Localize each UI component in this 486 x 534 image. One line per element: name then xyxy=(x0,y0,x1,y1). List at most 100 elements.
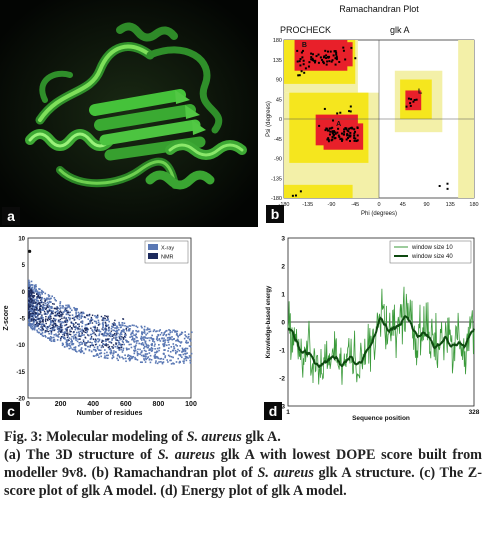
xray-point xyxy=(81,331,83,333)
xray-point xyxy=(59,329,62,332)
ramachandran-plot: Ramachandran Plot PROCHECK glk A B A L -180… xyxy=(266,4,479,217)
xray-point xyxy=(127,354,130,356)
xray-point xyxy=(149,348,151,350)
xray-point xyxy=(162,344,165,347)
nmr-point xyxy=(28,296,30,298)
nmr-point xyxy=(56,307,58,309)
nmr-point xyxy=(105,343,107,346)
xray-point xyxy=(104,349,106,351)
xray-point xyxy=(45,327,48,330)
residue-point xyxy=(331,136,334,139)
nmr-point xyxy=(28,295,31,297)
residue-point xyxy=(300,51,303,54)
xray-point xyxy=(183,358,186,360)
xray-point xyxy=(73,334,76,336)
xray-point xyxy=(132,330,134,332)
xray-point xyxy=(132,332,134,335)
nmr-point xyxy=(36,321,38,323)
xray-point xyxy=(184,349,187,352)
energy-y-tick-label: 3 xyxy=(281,236,285,243)
xray-point xyxy=(74,349,77,351)
xray-point xyxy=(117,359,119,362)
xray-point xyxy=(175,334,178,336)
xray-point xyxy=(118,349,121,351)
residue-point xyxy=(329,50,332,53)
xray-point xyxy=(79,312,81,315)
nmr-point xyxy=(46,330,48,332)
xray-point xyxy=(149,361,152,364)
xray-point xyxy=(102,334,105,336)
nmr-point xyxy=(54,320,57,322)
xray-point xyxy=(169,338,172,340)
nmr-point xyxy=(45,315,47,318)
nmr-point xyxy=(112,344,115,346)
xray-point xyxy=(142,331,144,334)
residue-point xyxy=(320,58,323,61)
residue-point xyxy=(337,134,340,137)
nmr-point xyxy=(39,309,41,311)
nmr-point xyxy=(77,327,79,330)
residue-point xyxy=(346,129,349,132)
xray-point xyxy=(40,326,43,328)
xray-point xyxy=(32,314,35,316)
nmr-point xyxy=(31,305,33,307)
xray-point xyxy=(175,331,178,333)
nmr-point xyxy=(105,315,108,318)
nmr-point xyxy=(114,319,116,322)
xray-point xyxy=(87,334,90,337)
nmr-point xyxy=(124,332,127,335)
nmr-point xyxy=(31,315,33,318)
zscore-legend: X-ray NMR xyxy=(144,240,189,264)
xray-point xyxy=(37,313,39,316)
xray-point xyxy=(55,313,58,316)
figure-caption: Fig. 3: Molecular modeling of S. aureus … xyxy=(4,428,482,500)
xray-point xyxy=(184,357,187,360)
xray-point xyxy=(40,316,43,318)
xray-point xyxy=(134,334,137,337)
nmr-point xyxy=(101,341,103,343)
xray-point xyxy=(44,292,47,295)
xray-point xyxy=(32,311,35,314)
nmr-point xyxy=(30,292,32,294)
nmr-point xyxy=(54,315,57,317)
nmr-point xyxy=(46,304,49,306)
xray-point xyxy=(125,347,128,350)
xray-point xyxy=(69,311,71,314)
residue-point xyxy=(322,60,325,63)
nmr-point xyxy=(34,311,36,314)
nmr-point xyxy=(100,315,103,318)
nmr-point xyxy=(31,296,34,298)
nmr-point xyxy=(58,333,60,335)
xray-point xyxy=(158,349,160,352)
xray-point xyxy=(114,327,116,329)
nmr-point xyxy=(104,315,106,317)
xray-point xyxy=(96,347,99,350)
xray-point xyxy=(49,335,52,338)
nmr-point xyxy=(41,326,44,328)
xray-point xyxy=(72,336,75,338)
legend-label: window size 40 xyxy=(411,254,453,260)
nmr-point xyxy=(36,306,38,309)
residue-point xyxy=(330,139,333,142)
residue-point xyxy=(333,131,336,134)
residue-point xyxy=(342,49,345,52)
xray-point xyxy=(122,328,125,331)
xray-point xyxy=(98,349,101,352)
nmr-point xyxy=(44,313,46,315)
nmr-point xyxy=(29,297,31,300)
xray-point xyxy=(164,355,167,357)
xray-point xyxy=(184,347,187,350)
xray-point xyxy=(37,291,40,294)
xray-point xyxy=(61,312,63,315)
xray-point xyxy=(49,314,51,317)
xray-point xyxy=(169,329,172,332)
xray-point xyxy=(104,355,106,357)
xray-point xyxy=(177,336,180,338)
xray-point xyxy=(41,323,43,326)
xray-point xyxy=(149,354,152,357)
xray-point xyxy=(145,350,147,353)
xray-point xyxy=(91,332,94,335)
xray-point xyxy=(105,319,108,322)
protein-ribbon-render xyxy=(0,0,258,227)
nmr-point xyxy=(32,312,35,315)
